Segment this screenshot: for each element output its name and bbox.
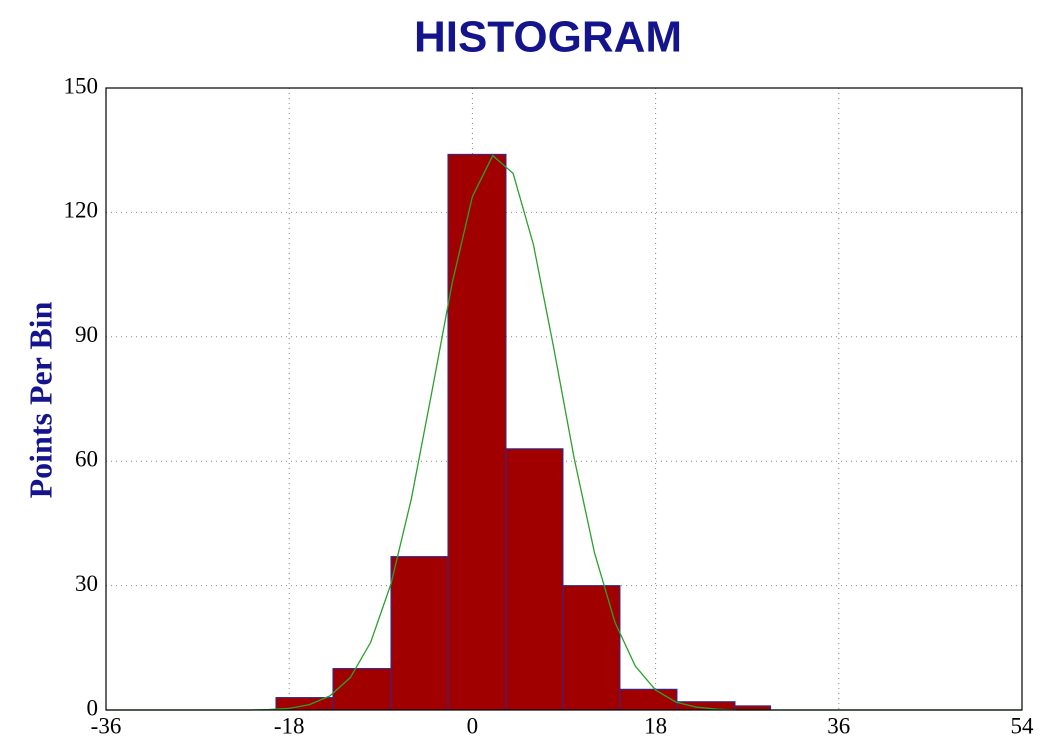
x-tick-label: 18 xyxy=(644,713,667,738)
y-tick-label: 90 xyxy=(75,322,98,347)
bar xyxy=(390,556,449,711)
y-tick-label: 120 xyxy=(64,198,99,223)
x-tick-label: 0 xyxy=(467,713,479,738)
x-tick-label: 54 xyxy=(1011,713,1035,738)
bar xyxy=(332,668,392,711)
y-tick-label: 60 xyxy=(75,446,98,471)
bar xyxy=(505,448,564,711)
y-tick-label: 0 xyxy=(87,695,99,720)
y-tick-label: 150 xyxy=(64,73,99,98)
bar xyxy=(562,585,621,711)
bar xyxy=(676,701,736,711)
y-tick-label: 30 xyxy=(75,571,98,596)
bar xyxy=(619,688,678,711)
chart-title: HISTOGRAM xyxy=(414,13,682,62)
x-tick-label: 36 xyxy=(827,713,850,738)
x-tick-label: -36 xyxy=(91,713,122,738)
bar xyxy=(447,153,507,711)
axes-frame xyxy=(105,87,1023,711)
y-axis-label: Points Per Bin xyxy=(22,301,58,498)
x-tick-label: -18 xyxy=(274,713,305,738)
